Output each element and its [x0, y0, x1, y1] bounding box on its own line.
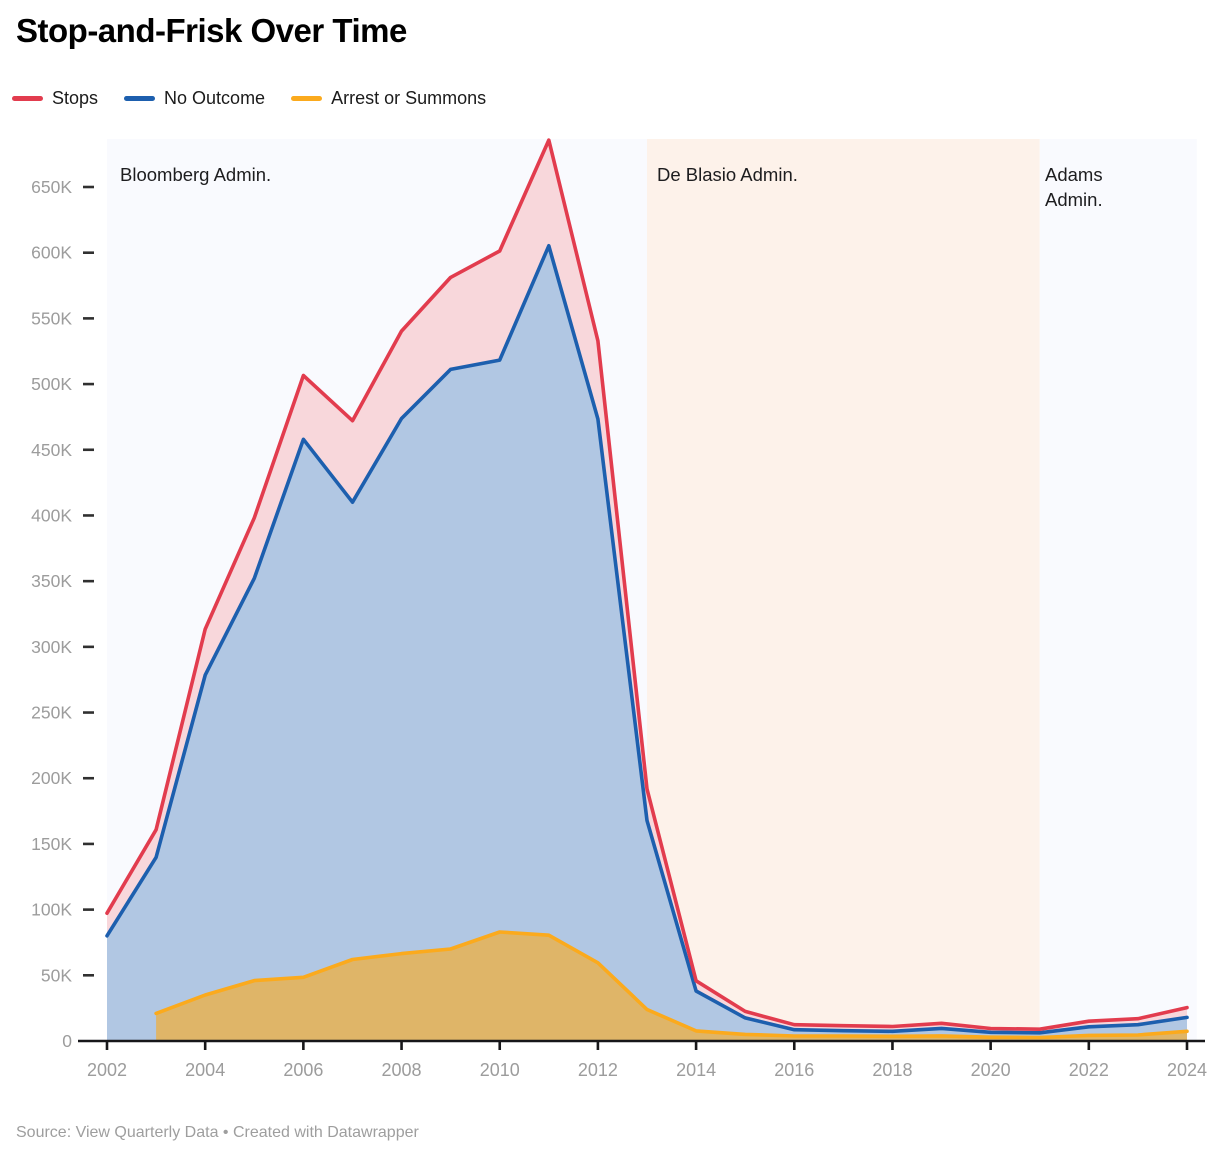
legend-item-stops: Stops — [12, 88, 98, 109]
svg-text:200K: 200K — [31, 768, 72, 788]
stop-and-frisk-chart: 0 50K 100K 150K 200K 250K 300K 350K 400K 450K 500K… — [31, 138, 1207, 1080]
svg-text:500K: 500K — [31, 374, 72, 394]
svg-text:450K: 450K — [31, 440, 72, 460]
annotation-bloomberg-admin: Bloomberg Admin. — [120, 164, 272, 185]
legend-item-no-outcome: No Outcome — [124, 88, 265, 109]
svg-text:2014: 2014 — [676, 1060, 716, 1080]
chart-title: Stop-and-Frisk Over Time — [16, 12, 407, 49]
svg-text:300K: 300K — [31, 637, 72, 657]
legend-label-stops: Stops — [52, 88, 99, 108]
svg-text:650K: 650K — [31, 177, 72, 197]
source-prefix: Source: — [16, 1124, 76, 1141]
svg-text:0: 0 — [62, 1031, 72, 1051]
legend: Stops No Outcome Arrest or Summons — [12, 88, 486, 109]
svg-text:2020: 2020 — [971, 1060, 1011, 1080]
source-line: Source: View Quarterly Data • Created wi… — [16, 1124, 419, 1142]
plot-area: 0 50K 100K 150K 200K 250K 300K 350K 400K 450K 500K… — [0, 130, 1220, 1105]
svg-text:250K: 250K — [31, 703, 72, 723]
legend-label-arrest-or-summons: Arrest or Summons — [331, 88, 487, 108]
no-outcome-line-swatch — [124, 96, 156, 101]
svg-text:50K: 50K — [41, 965, 72, 985]
svg-text:400K: 400K — [31, 505, 72, 525]
legend-item-arrest-or-summons: Arrest or Summons — [291, 88, 486, 109]
quarterly-data-link[interactable]: View Quarterly Data — [75, 1124, 219, 1141]
stops-line-swatch — [12, 96, 43, 101]
annotation-adams-admin: Adams Admin. — [1045, 164, 1103, 210]
svg-text:2024: 2024 — [1167, 1060, 1207, 1080]
svg-text:2016: 2016 — [774, 1060, 814, 1080]
svg-text:2008: 2008 — [382, 1060, 422, 1080]
svg-text:2002: 2002 — [87, 1060, 127, 1080]
svg-text:2022: 2022 — [1069, 1060, 1109, 1080]
svg-text:2018: 2018 — [872, 1060, 912, 1080]
svg-text:350K: 350K — [31, 571, 72, 591]
svg-text:550K: 550K — [31, 308, 72, 328]
annotation-de-blasio-admin: De Blasio Admin. — [657, 164, 798, 185]
credit-text: • Created with Datawrapper — [218, 1124, 419, 1141]
legend-label-no-outcome: No Outcome — [164, 88, 266, 108]
arrest-or-summons-line-swatch — [291, 96, 323, 101]
svg-text:2010: 2010 — [480, 1060, 520, 1080]
svg-text:600K: 600K — [31, 243, 72, 263]
svg-text:100K: 100K — [31, 900, 72, 920]
svg-text:2012: 2012 — [578, 1060, 618, 1080]
svg-text:150K: 150K — [31, 834, 72, 854]
svg-text:2004: 2004 — [185, 1060, 225, 1080]
svg-text:2006: 2006 — [283, 1060, 323, 1080]
